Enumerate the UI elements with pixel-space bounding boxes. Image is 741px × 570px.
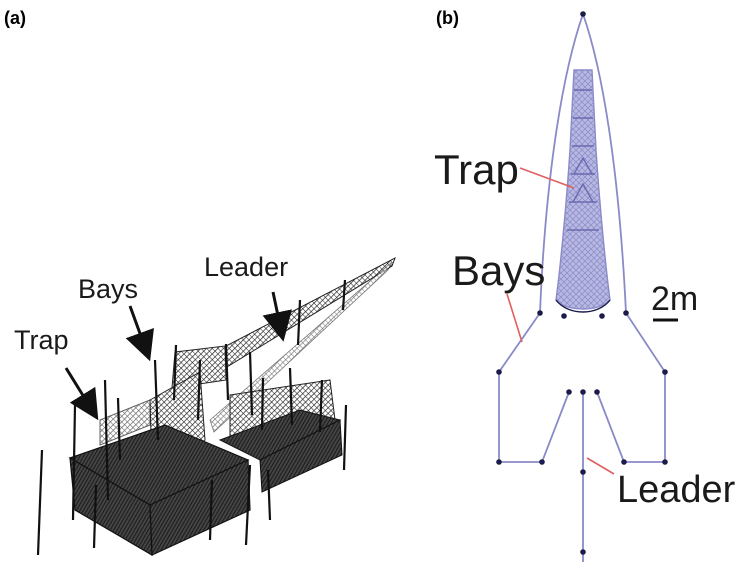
pointer-lines <box>506 167 615 475</box>
trap-net <box>68 409 343 557</box>
leader-label-a: Leader <box>204 252 289 282</box>
trap-label-b: Trap <box>434 146 519 193</box>
bays-outline <box>498 312 666 463</box>
trap-label-a: Trap <box>14 325 69 355</box>
sketch-arrows <box>64 291 292 421</box>
trap-outline <box>539 13 627 314</box>
scale-label: 2m <box>651 280 699 318</box>
panel-a-label: (a) <box>4 8 26 28</box>
trap-funnels <box>572 156 594 203</box>
leader-label-b: Leader <box>617 469 736 511</box>
vertices <box>496 11 668 555</box>
bays-label-b: Bays <box>452 247 546 294</box>
poles <box>36 279 348 556</box>
panel-b-label: (b) <box>436 8 459 28</box>
bays-label-a: Bays <box>78 274 139 304</box>
trap-inner-mesh <box>555 69 611 310</box>
